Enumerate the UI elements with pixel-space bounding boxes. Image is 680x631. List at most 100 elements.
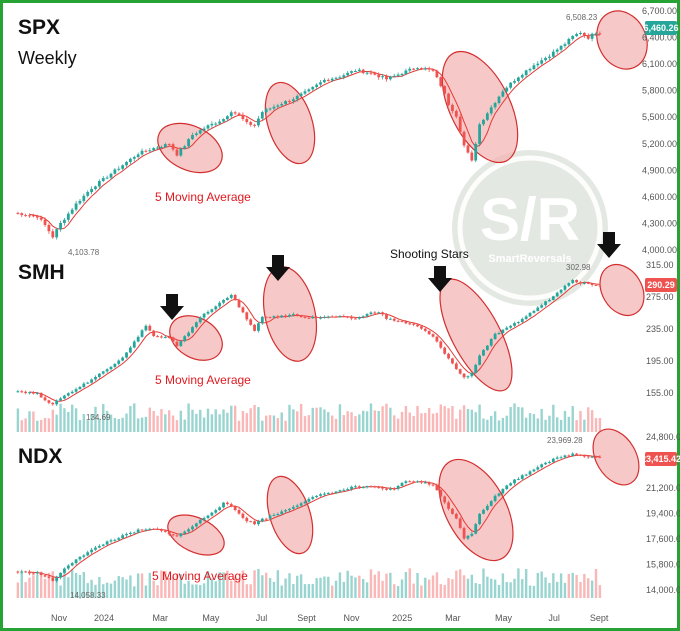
candle-body bbox=[505, 485, 509, 490]
volume-bar bbox=[307, 584, 311, 598]
volume-bar bbox=[509, 582, 512, 598]
volume-bar bbox=[20, 572, 23, 598]
volume-bar bbox=[346, 570, 349, 598]
candle-body bbox=[346, 316, 350, 318]
candle-body bbox=[590, 33, 594, 39]
candle-body bbox=[528, 312, 532, 317]
highlight-ellipse-1 bbox=[157, 122, 223, 174]
candle-body bbox=[171, 337, 175, 342]
candle-body bbox=[594, 284, 598, 286]
x-tick-label: Nov bbox=[344, 613, 361, 623]
volume-bar bbox=[443, 585, 446, 598]
candle-body bbox=[323, 493, 326, 495]
candle-body bbox=[544, 301, 547, 306]
candle-body bbox=[32, 215, 35, 217]
candle-body bbox=[24, 391, 28, 394]
candle-body bbox=[233, 294, 237, 301]
volume-bar bbox=[276, 418, 280, 432]
candle-body bbox=[94, 186, 97, 189]
volume-bar bbox=[125, 413, 128, 432]
candle-body bbox=[183, 336, 187, 342]
volume-bar bbox=[594, 418, 598, 432]
candle-body bbox=[326, 316, 330, 318]
volume-bar bbox=[222, 409, 225, 432]
volume-bar bbox=[249, 408, 252, 432]
volume-bar bbox=[90, 579, 93, 598]
volume-bar bbox=[490, 415, 493, 432]
volume-bar bbox=[144, 416, 148, 432]
candle-body bbox=[152, 528, 156, 530]
candle-body bbox=[144, 325, 148, 331]
volume-bar bbox=[47, 418, 51, 432]
volume-bar bbox=[296, 575, 299, 598]
candle-body bbox=[548, 462, 551, 464]
candle-body bbox=[350, 71, 353, 73]
candle-body bbox=[113, 169, 117, 174]
candle-body bbox=[334, 491, 338, 494]
volume-bar bbox=[86, 420, 89, 432]
candle-body bbox=[51, 402, 55, 405]
volume-bar bbox=[466, 578, 470, 598]
candle-body bbox=[365, 486, 369, 488]
candle-body bbox=[330, 492, 334, 494]
candle-body bbox=[183, 531, 187, 534]
candle-body bbox=[354, 70, 357, 72]
last-price-badge-box bbox=[645, 452, 677, 466]
last-price-badge: 290.29 bbox=[645, 278, 677, 292]
y-tick-label: 6,700.00 bbox=[642, 6, 677, 16]
candle-body bbox=[291, 314, 295, 316]
volume-bar bbox=[497, 420, 501, 432]
volume-bar bbox=[191, 584, 194, 598]
volume-bar bbox=[94, 406, 97, 432]
candle-body bbox=[299, 93, 303, 96]
volume-bar bbox=[140, 573, 144, 598]
candle-body bbox=[129, 532, 132, 534]
volume-bar bbox=[385, 573, 388, 598]
candle-body bbox=[206, 125, 210, 129]
candle-body bbox=[458, 518, 462, 528]
candle-body bbox=[233, 506, 237, 511]
candle-body bbox=[101, 371, 105, 374]
candle-body bbox=[222, 299, 225, 303]
candle-body bbox=[548, 299, 551, 302]
volume-bar bbox=[412, 416, 415, 432]
candle-body bbox=[260, 316, 264, 324]
candle-body bbox=[39, 392, 43, 398]
volume-bar bbox=[334, 418, 338, 432]
candle-body bbox=[144, 529, 148, 531]
candle-body bbox=[253, 324, 256, 331]
volume-bar bbox=[439, 584, 442, 598]
volume-bar bbox=[493, 579, 497, 598]
candle-body bbox=[416, 481, 419, 483]
candle-body bbox=[439, 490, 443, 497]
candle-body bbox=[396, 74, 400, 76]
volume-bar bbox=[377, 410, 380, 432]
panel-smh: 315.00 275.00 235.00 195.00 155.00 290.29 302.… bbox=[16, 232, 677, 432]
volume-bar bbox=[400, 579, 404, 598]
candle-body bbox=[388, 76, 392, 80]
candle-body bbox=[373, 312, 377, 314]
volume-bar bbox=[567, 416, 571, 432]
volume-bar bbox=[493, 411, 497, 432]
volume-bar bbox=[528, 585, 532, 598]
volume-bar bbox=[90, 413, 93, 432]
volume-bar bbox=[505, 415, 508, 432]
volume-bar bbox=[222, 572, 225, 598]
low-label: 134.69 bbox=[86, 413, 111, 422]
candle-body bbox=[509, 325, 513, 328]
candle-body bbox=[109, 366, 113, 370]
candle-body bbox=[334, 77, 338, 79]
volume-bar bbox=[63, 408, 66, 432]
volume-bar bbox=[257, 407, 260, 432]
candle-body bbox=[369, 312, 373, 315]
volume-bar bbox=[268, 415, 272, 432]
volume-bar bbox=[497, 585, 501, 598]
candle-body bbox=[579, 32, 582, 35]
candle-body bbox=[125, 352, 128, 358]
candle-body bbox=[509, 82, 513, 88]
panel-subtitle: Weekly bbox=[18, 48, 77, 68]
candle-body bbox=[582, 32, 586, 36]
volume-bar bbox=[261, 575, 264, 598]
candle-body bbox=[396, 485, 400, 489]
candle-body bbox=[187, 332, 190, 337]
